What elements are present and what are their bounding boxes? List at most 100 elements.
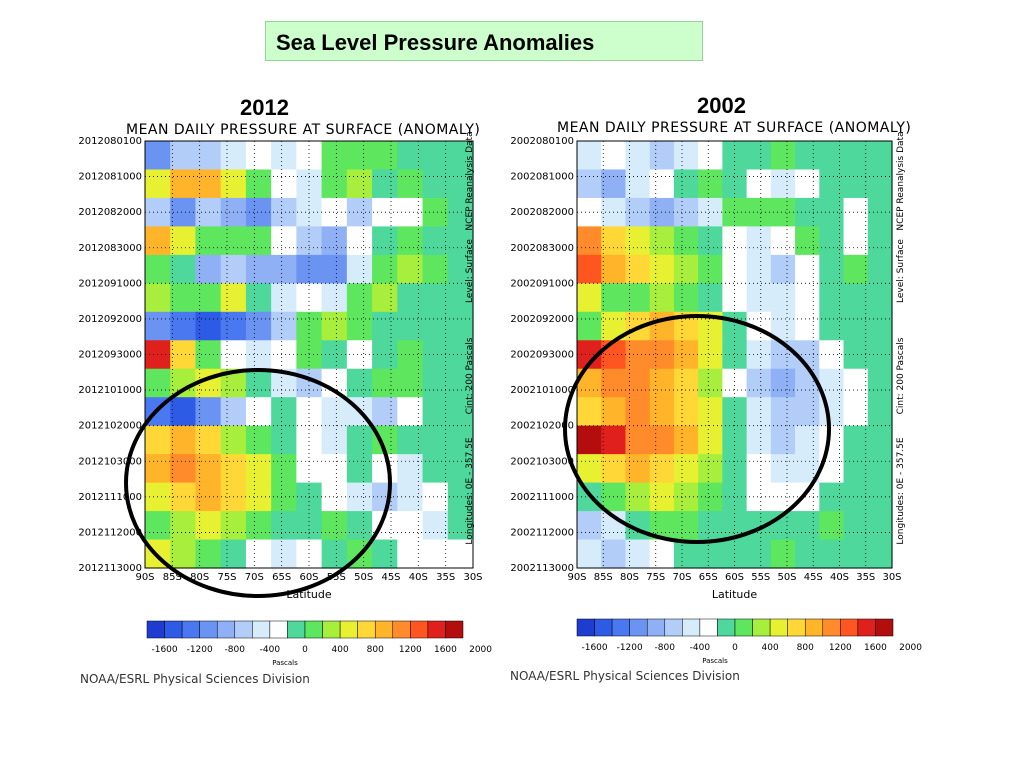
x-tick-label: 50S xyxy=(354,572,373,583)
y-tick-label: 2002091000 xyxy=(510,278,574,289)
heatmap-cell xyxy=(422,539,449,569)
y-tick-label: 2002112000 xyxy=(510,527,574,538)
heatmap-cell xyxy=(195,197,222,227)
x-tick-label: 75S xyxy=(217,572,236,583)
heatmap-cell xyxy=(577,169,602,199)
heatmap-cell xyxy=(867,283,893,313)
heatmap-cell xyxy=(867,197,893,227)
heatmap-cell xyxy=(271,141,297,171)
heatmap-cell xyxy=(321,425,348,455)
y-tick-label: 2012092000 xyxy=(78,314,142,325)
heatmap-cell xyxy=(770,169,796,199)
heatmap-cell xyxy=(271,511,297,541)
heatmap-cell xyxy=(372,141,398,171)
heatmap-cell xyxy=(220,454,247,484)
slide-title: Sea Level Pressure Anomalies xyxy=(276,30,595,55)
heatmap-cell xyxy=(649,169,675,199)
side-label: Cint: 200 Pascals xyxy=(465,337,475,414)
heatmap-cell xyxy=(795,311,820,341)
x-tick-label: 35S xyxy=(856,572,875,583)
colorbar-swatch xyxy=(611,618,630,637)
heatmap-cell xyxy=(867,169,893,199)
colorbar-swatch xyxy=(717,618,736,637)
heatmap-cell xyxy=(271,539,297,569)
heatmap-cell xyxy=(867,397,893,427)
heatmap-cell xyxy=(649,311,675,341)
heatmap-cell xyxy=(447,311,474,341)
heatmap-cell xyxy=(422,141,449,171)
heatmap-cell xyxy=(625,226,651,256)
colorbar-tick-label: -400 xyxy=(260,645,281,655)
heatmap-cell xyxy=(843,397,869,427)
x-tick-label: 70S xyxy=(672,572,691,583)
heatmap-cell xyxy=(145,454,171,484)
heatmap-cell xyxy=(698,368,723,398)
colorbar-tick-label: 0 xyxy=(732,643,738,653)
heatmap-cell xyxy=(843,141,869,171)
heatmap-cell xyxy=(422,254,449,284)
heatmap-cell xyxy=(245,397,272,427)
heatmap-cell xyxy=(422,511,449,541)
heatmap-cell xyxy=(447,539,474,569)
heatmap-cell xyxy=(346,368,373,398)
heatmap-cell xyxy=(220,226,247,256)
y-tick-label: 2002102000 xyxy=(510,421,574,432)
heatmap-cell xyxy=(296,311,323,341)
y-tick-label: 2002103000 xyxy=(510,456,574,467)
heatmap-cell xyxy=(673,482,699,512)
heatmap-cell xyxy=(795,425,820,455)
heatmap-cell xyxy=(673,340,699,370)
x-tick-label: 50S xyxy=(777,572,796,583)
colorbar-swatch xyxy=(629,618,648,637)
heatmap-cell xyxy=(271,311,297,341)
credit-2012: NOAA/ESRL Physical Sciences Division xyxy=(80,672,310,686)
heatmap-cell xyxy=(245,254,272,284)
colorbar-tick-label: 1200 xyxy=(829,643,852,653)
heatmap-cell xyxy=(722,454,748,484)
heatmap-cell xyxy=(601,283,627,313)
heatmap-cell xyxy=(170,169,197,199)
colorbar-swatch xyxy=(787,618,806,637)
heatmap-panel-2002: 2002080100 2002081000 2002082000 2002083000… xyxy=(510,131,922,665)
heatmap-cell xyxy=(601,425,627,455)
heatmap-cell xyxy=(321,397,348,427)
heatmap-cell xyxy=(577,454,602,484)
plot-frame xyxy=(576,140,893,569)
heatmap-cell xyxy=(770,425,796,455)
heatmap-cell xyxy=(245,197,272,227)
heatmap-cell xyxy=(170,226,197,256)
heatmap-cell xyxy=(245,482,272,512)
heatmap-cell xyxy=(601,397,627,427)
heatmap-cell xyxy=(843,311,869,341)
heatmap-cell xyxy=(447,454,474,484)
heatmap-cell xyxy=(795,254,820,284)
heatmap-cell xyxy=(698,169,723,199)
year-label-2012: 2012 xyxy=(240,95,289,120)
heatmap-cell xyxy=(372,226,398,256)
heatmap-cell xyxy=(422,454,449,484)
colorbar-tick-label: -1600 xyxy=(151,645,177,655)
colorbar-tick-label: 2000 xyxy=(469,645,492,655)
x-tick-label: 40S xyxy=(409,572,428,583)
heatmap-cell xyxy=(601,226,627,256)
heatmap-cell xyxy=(372,397,398,427)
y-tick-label: 2012101000 xyxy=(78,385,142,396)
side-label: Cint: 200 Pascals xyxy=(896,337,906,414)
heatmap-cell xyxy=(698,454,723,484)
heatmap-cell xyxy=(698,340,723,370)
heatmap-cell xyxy=(770,368,796,398)
x-axis-title: Latitude xyxy=(712,588,758,601)
heatmap-cell xyxy=(220,141,247,171)
colorbar-swatch xyxy=(840,618,859,637)
heatmap-cell xyxy=(245,283,272,313)
x-tick-label: 85S xyxy=(594,572,613,583)
heatmap-cell xyxy=(195,226,222,256)
heatmap-cell xyxy=(296,539,323,569)
heatmap-cell xyxy=(601,368,627,398)
heatmap-panel-2012: 2012080100 2012081000 2012082000 2012083000… xyxy=(78,131,492,667)
heatmap-cell xyxy=(770,254,796,284)
heatmap-cell xyxy=(447,169,474,199)
heatmap-cell xyxy=(220,511,247,541)
colorbar-units: Pascals xyxy=(272,659,298,667)
heatmap-cell xyxy=(577,511,602,541)
